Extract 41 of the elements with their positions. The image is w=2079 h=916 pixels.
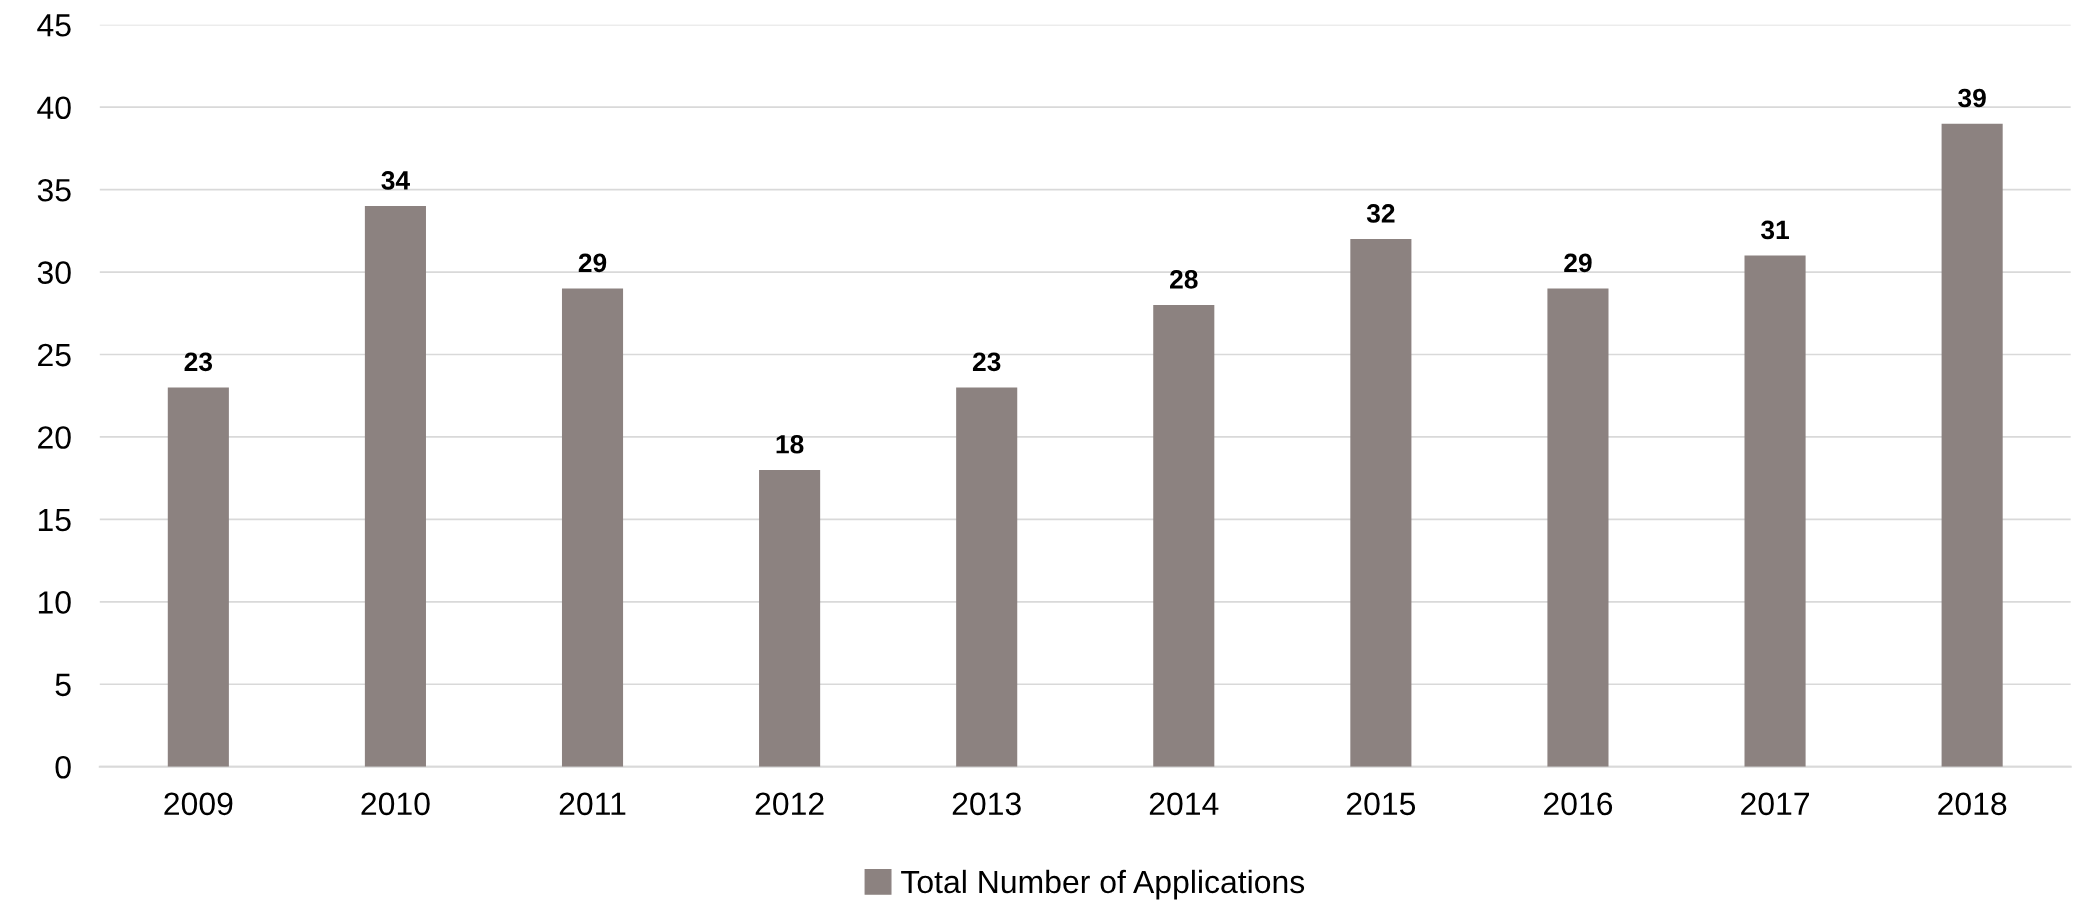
- data-label: 34: [381, 171, 410, 190]
- x-tick-label: 2011: [559, 792, 626, 816]
- x-tick-label: 2010: [361, 792, 430, 816]
- y-tick-label: 5: [55, 673, 71, 697]
- y-tick-label: 30: [37, 261, 71, 284]
- bar: [956, 387, 1018, 767]
- data-label: 29: [1564, 253, 1592, 273]
- bar: [364, 206, 426, 767]
- data-label: 29: [578, 253, 607, 273]
- x-tick-label: 2016: [1544, 792, 1613, 816]
- x-tick-label: 2012: [755, 792, 824, 816]
- y-tick-label: 20: [38, 426, 71, 449]
- bar: [1350, 239, 1412, 767]
- y-tick-label: 0: [55, 755, 71, 779]
- data-label: 28: [1170, 270, 1198, 289]
- y-tick-label: 45: [37, 14, 71, 37]
- y-tick-label: 25: [38, 343, 71, 367]
- bar: [1547, 288, 1609, 767]
- data-label: 31: [1760, 220, 1789, 240]
- bar: [167, 387, 229, 767]
- x-tick-label: 2009: [164, 792, 233, 816]
- data-label: 39: [1958, 88, 1986, 108]
- x-tick-label: 2018: [1938, 792, 2007, 816]
- y-tick-label: 35: [37, 178, 71, 202]
- data-label: 18: [776, 434, 804, 454]
- bar: [1941, 123, 2003, 767]
- y-tick-label: 15: [38, 508, 71, 532]
- x-tick-label: 2017: [1741, 792, 1809, 816]
- legend-label: Total Number of Applications: [901, 869, 1305, 900]
- x-tick-label: 2013: [952, 792, 1021, 816]
- bar: [1153, 305, 1215, 767]
- bar: [1744, 255, 1806, 767]
- data-label: 23: [972, 352, 1001, 372]
- x-tick-label: 2015: [1346, 792, 1416, 816]
- data-label: 32: [1366, 204, 1395, 223]
- y-tick-label: 10: [38, 591, 71, 614]
- x-tick-label: 2014: [1149, 792, 1219, 816]
- y-tick-label: 40: [37, 96, 71, 120]
- data-label: 23: [184, 352, 213, 372]
- bar: [561, 288, 624, 767]
- bar: [759, 469, 821, 767]
